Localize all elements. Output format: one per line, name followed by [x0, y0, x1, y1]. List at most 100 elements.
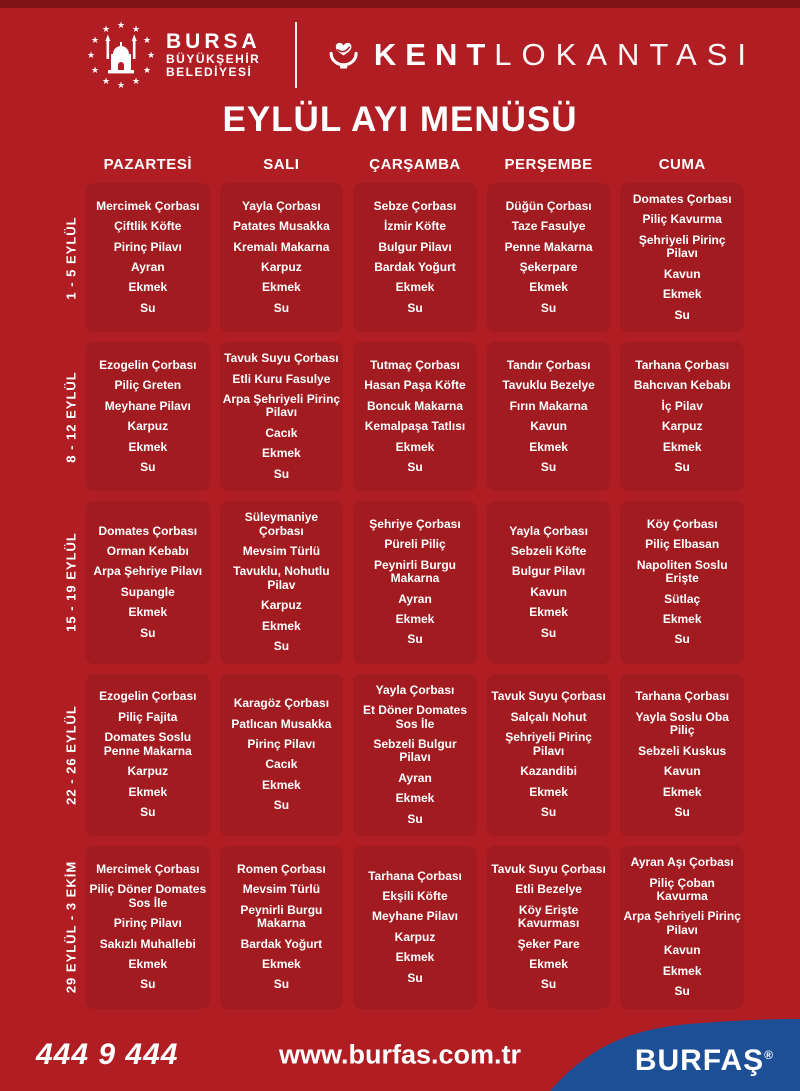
week-date-label: 29 EYLÜL - 3 EKİM — [63, 861, 79, 994]
week-cells: Ezogelin Çorbası Piliç Greten Meyhane Pila… — [86, 342, 744, 492]
svg-text:★: ★ — [143, 36, 151, 46]
week-row: 15 - 19 EYLÜL Domates Çorbası Orman Kebabı… — [56, 501, 744, 664]
week-cells: Mercimek Çorbası Piliç Döner Domates Sos … — [86, 846, 744, 1009]
menu-item: Ekmek — [395, 612, 435, 627]
menu-item: Ekmek — [262, 446, 301, 461]
menu-item: Yayla Çorbası — [375, 682, 455, 697]
menu-item: Kavun — [663, 266, 701, 281]
menu-item: Meyhane Pilavı — [104, 398, 191, 413]
menu-item: Piliç Çoban Kavurma — [649, 875, 715, 903]
week-date-label: 8 - 12 EYLÜL — [63, 370, 79, 463]
menu-item: Su — [140, 625, 156, 640]
menu-item: Kavun — [663, 764, 701, 779]
day-header: CUMA — [658, 156, 706, 173]
menu-item: Meyhane Pilavı — [371, 909, 459, 924]
svg-text:★: ★ — [87, 51, 95, 61]
svg-text:★: ★ — [91, 36, 99, 46]
menu-item: Su — [540, 459, 557, 474]
menu-item: Şehriye Çorbası — [369, 516, 461, 531]
menu-item: Tavuklu Bezelye — [502, 378, 595, 393]
svg-text:★: ★ — [143, 66, 151, 76]
menu-item: Su — [140, 459, 156, 474]
menu-item: Ekmek — [529, 784, 568, 799]
menu-item: Süleymaniye Çorbası — [244, 510, 319, 538]
header: ★ ★ ★ ★ ★ ★ ★ ★ ★ ★ ★ ★ BURSA — [0, 8, 800, 94]
menu-item: Domates Çorbası — [632, 192, 732, 206]
menu-item: Hasan Paşa Köfte — [364, 378, 466, 393]
menu-item: Ekmek — [529, 439, 568, 454]
mosque-star-ring-icon: ★ ★★ ★★★ ★★★ ★★★ — [87, 21, 155, 90]
website-url[interactable]: www.burfas.com.tr — [278, 1039, 522, 1070]
menu-item: Tavuk Suyu Çorbası — [491, 689, 606, 704]
menu-item: Kazandibi — [520, 764, 577, 779]
menu-item: Mevsim Türlü — [242, 882, 321, 897]
menu-item: Cacık — [265, 757, 298, 772]
menu-item: Su — [407, 300, 423, 315]
menu-cell: Ayran Aşı Çorbası Piliç Çoban Kavurma Arpa… — [620, 846, 744, 1009]
municipality-line3: BELEDİYESİ — [166, 65, 253, 80]
header-divider — [294, 22, 297, 88]
menu-cell: Ezogelin Çorbası Piliç Greten Meyhane Pila… — [86, 342, 210, 492]
menu-item: Karagöz Çorbası — [233, 696, 330, 711]
menu-item: Pirinç Pilavı — [113, 239, 182, 254]
week-date-label: 15 - 19 EYLÜL — [63, 532, 79, 633]
menu-item: Ekmek — [395, 791, 435, 806]
menu-item: Patlıcan Musakka — [231, 716, 332, 731]
menu-item: Tarhana Çorbası — [635, 357, 730, 372]
menu-grid: 1 - 5 EYLÜL Mercimek Çorbası Çiftlik Köfte… — [56, 183, 744, 1019]
menu-item: Ekmek — [128, 605, 168, 620]
menu-item: Sebzeli Köfte — [510, 544, 587, 558]
menu-item: Mercimek Çorbası — [96, 861, 200, 876]
registered-mark: ® — [764, 1047, 774, 1062]
menu-item: Karpuz — [661, 419, 703, 434]
menu-item: Su — [273, 466, 290, 481]
menu-item: Tandır Çorbası — [506, 357, 591, 372]
menu-item: Ekmek — [128, 280, 168, 295]
brand-word-kent: KENT — [373, 37, 495, 72]
menu-item: Tarhana Çorbası — [368, 868, 462, 883]
menu-item: Mercimek Çorbası — [96, 198, 200, 213]
svg-text:★: ★ — [117, 81, 125, 90]
menu-item: Şeker Pare — [517, 936, 580, 951]
menu-item: Piliç Fajita — [118, 709, 178, 724]
menu-item: Su — [674, 632, 690, 647]
menu-cell: Düğün Çorbası Taze Fasulye Penne Makarna Şe… — [486, 183, 611, 333]
menu-cell: Romen Çorbası Mevsim Türlü Peynirli Burgu … — [219, 846, 344, 1009]
menu-item: Salçalı Nohut — [510, 709, 587, 724]
menu-item: Boncuk Makarna — [366, 398, 463, 413]
menu-item: Püreli Piliç — [384, 537, 446, 552]
menu-item: Domates Çorbası — [98, 523, 198, 538]
svg-text:★: ★ — [132, 25, 140, 35]
menu-item: Su — [407, 970, 423, 985]
menu-item: Ekmek — [662, 963, 702, 978]
menu-item: Piliç Kavurma — [642, 212, 722, 227]
menu-item: Su — [407, 459, 423, 474]
menu-cell: Tutmaç Çorbası Hasan Paşa Köfte Boncuk Mak… — [353, 342, 477, 492]
menu-item: Karpuz — [127, 419, 169, 434]
menu-item: Kemalpaşa Tatlısı — [364, 419, 466, 434]
menu-item: Ezogelin Çorbası — [99, 357, 197, 372]
menu-item: Sebzeli Bulgur Pilavı — [373, 736, 457, 765]
menu-item: Arpa Şehriyeli Pirinç Pilavı — [222, 391, 341, 420]
menu-item: Napoliten Soslu Erişte — [636, 557, 728, 586]
menu-item: Su — [273, 798, 290, 813]
week-cells: Ezogelin Çorbası Piliç Fajita Domates Sosl… — [86, 673, 744, 837]
menu-item: Su — [273, 977, 290, 992]
day-header: PERŞEMBE — [504, 156, 593, 173]
menu-item: Çiftlik Köfte — [114, 219, 182, 234]
menu-item: Bardak Yoğurt — [240, 936, 323, 951]
menu-cell: Mercimek Çorbası Çiftlik Köfte Pirinç Pila… — [86, 183, 210, 333]
svg-text:★: ★ — [91, 66, 99, 76]
menu-item: Ekmek — [262, 777, 301, 792]
menu-cell: Domates Çorbası Orman Kebabı Arpa Şehriye … — [86, 501, 210, 664]
week-row: 8 - 12 EYLÜL Ezogelin Çorbası Piliç Greten… — [56, 342, 744, 492]
menu-item: Bulgur Pilavı — [511, 564, 586, 579]
menu-item: Ekmek — [662, 287, 702, 302]
municipality-line2: BÜYÜKŞEHİR — [166, 52, 261, 67]
menu-item: Tutmaç Çorbası — [370, 357, 460, 372]
menu-item: Ekmek — [529, 280, 568, 295]
heart-bowl-icon — [329, 42, 358, 69]
menu-item: Kremalı Makarna — [233, 239, 330, 254]
menu-item: Ekmek — [128, 439, 168, 454]
phone-number: 444 9 444 — [36, 1037, 179, 1071]
